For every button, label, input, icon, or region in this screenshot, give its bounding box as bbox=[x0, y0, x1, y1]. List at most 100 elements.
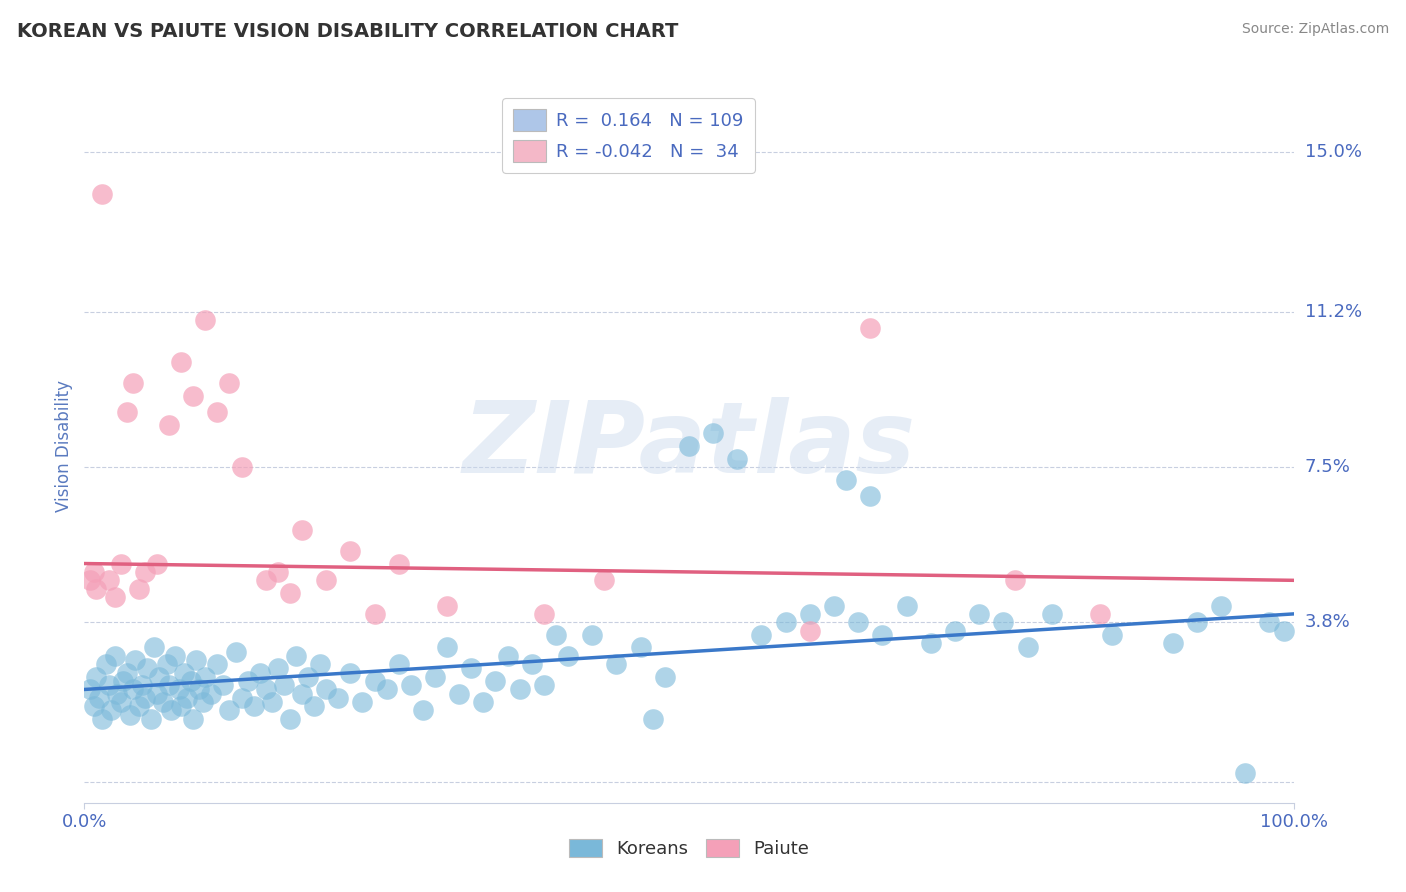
Point bbox=[267, 661, 290, 675]
Point bbox=[835, 473, 858, 487]
Point bbox=[104, 648, 127, 663]
Point bbox=[605, 657, 627, 672]
Point bbox=[160, 703, 183, 717]
Point bbox=[254, 574, 277, 588]
Point bbox=[146, 557, 169, 571]
Point bbox=[273, 678, 295, 692]
Point bbox=[388, 657, 411, 672]
Point bbox=[97, 574, 120, 588]
Point bbox=[581, 628, 603, 642]
Point bbox=[176, 690, 198, 705]
Point bbox=[1101, 628, 1123, 642]
Point bbox=[460, 661, 482, 675]
Point bbox=[725, 451, 748, 466]
Point bbox=[83, 699, 105, 714]
Point bbox=[993, 615, 1015, 630]
Point bbox=[236, 674, 259, 689]
Point bbox=[436, 599, 458, 613]
Point bbox=[1161, 636, 1184, 650]
Point bbox=[423, 670, 446, 684]
Point bbox=[91, 712, 114, 726]
Point bbox=[375, 682, 398, 697]
Point bbox=[352, 695, 374, 709]
Point bbox=[302, 699, 325, 714]
Point bbox=[79, 574, 101, 588]
Point bbox=[775, 615, 797, 630]
Point bbox=[967, 607, 990, 621]
Point bbox=[110, 695, 132, 709]
Text: 15.0%: 15.0% bbox=[1305, 143, 1361, 161]
Point bbox=[115, 405, 138, 419]
Text: 3.8%: 3.8% bbox=[1305, 614, 1350, 632]
Point bbox=[267, 565, 290, 579]
Point bbox=[1234, 766, 1257, 780]
Point bbox=[181, 712, 204, 726]
Point bbox=[212, 678, 235, 692]
Point bbox=[184, 653, 207, 667]
Point bbox=[120, 707, 142, 722]
Point bbox=[678, 439, 700, 453]
Point bbox=[859, 489, 882, 503]
Point bbox=[254, 682, 277, 697]
Point bbox=[654, 670, 676, 684]
Point bbox=[91, 187, 114, 202]
Point bbox=[1272, 624, 1295, 638]
Point bbox=[165, 648, 187, 663]
Point bbox=[181, 389, 204, 403]
Point bbox=[278, 712, 301, 726]
Point bbox=[194, 670, 217, 684]
Point bbox=[641, 712, 664, 726]
Point bbox=[188, 682, 211, 697]
Point bbox=[218, 703, 240, 717]
Point bbox=[97, 678, 120, 692]
Point bbox=[260, 695, 283, 709]
Point bbox=[846, 615, 869, 630]
Point bbox=[1040, 607, 1063, 621]
Point bbox=[131, 678, 153, 692]
Point bbox=[533, 678, 555, 692]
Point bbox=[249, 665, 271, 680]
Text: Source: ZipAtlas.com: Source: ZipAtlas.com bbox=[1241, 22, 1389, 37]
Point bbox=[170, 355, 193, 369]
Point bbox=[152, 695, 174, 709]
Point bbox=[363, 607, 385, 621]
Point bbox=[799, 624, 821, 638]
Point bbox=[1004, 574, 1026, 588]
Point bbox=[509, 682, 531, 697]
Legend: Koreans, Paiute: Koreans, Paiute bbox=[562, 831, 815, 865]
Point bbox=[557, 648, 579, 663]
Text: 11.2%: 11.2% bbox=[1305, 302, 1362, 321]
Point bbox=[593, 574, 616, 588]
Point bbox=[399, 678, 422, 692]
Point bbox=[284, 648, 308, 663]
Point bbox=[170, 699, 193, 714]
Text: KOREAN VS PAIUTE VISION DISABILITY CORRELATION CHART: KOREAN VS PAIUTE VISION DISABILITY CORRE… bbox=[17, 22, 678, 41]
Point bbox=[94, 657, 117, 672]
Text: ZIPatlas: ZIPatlas bbox=[463, 398, 915, 494]
Point bbox=[328, 690, 350, 705]
Point bbox=[702, 426, 724, 441]
Point bbox=[86, 670, 108, 684]
Point bbox=[1185, 615, 1208, 630]
Point bbox=[83, 565, 105, 579]
Point bbox=[191, 695, 214, 709]
Point bbox=[291, 523, 314, 537]
Point bbox=[124, 653, 146, 667]
Point bbox=[155, 657, 177, 672]
Point bbox=[218, 376, 240, 390]
Point bbox=[449, 687, 471, 701]
Point bbox=[121, 376, 143, 390]
Point bbox=[105, 687, 128, 701]
Point bbox=[533, 607, 555, 621]
Point bbox=[194, 313, 217, 327]
Point bbox=[225, 645, 247, 659]
Point bbox=[207, 405, 229, 419]
Point bbox=[136, 661, 159, 675]
Point bbox=[297, 670, 319, 684]
Point bbox=[484, 674, 506, 689]
Point bbox=[100, 703, 122, 717]
Point bbox=[339, 665, 361, 680]
Point bbox=[363, 674, 385, 689]
Point bbox=[1209, 599, 1232, 613]
Point bbox=[207, 657, 229, 672]
